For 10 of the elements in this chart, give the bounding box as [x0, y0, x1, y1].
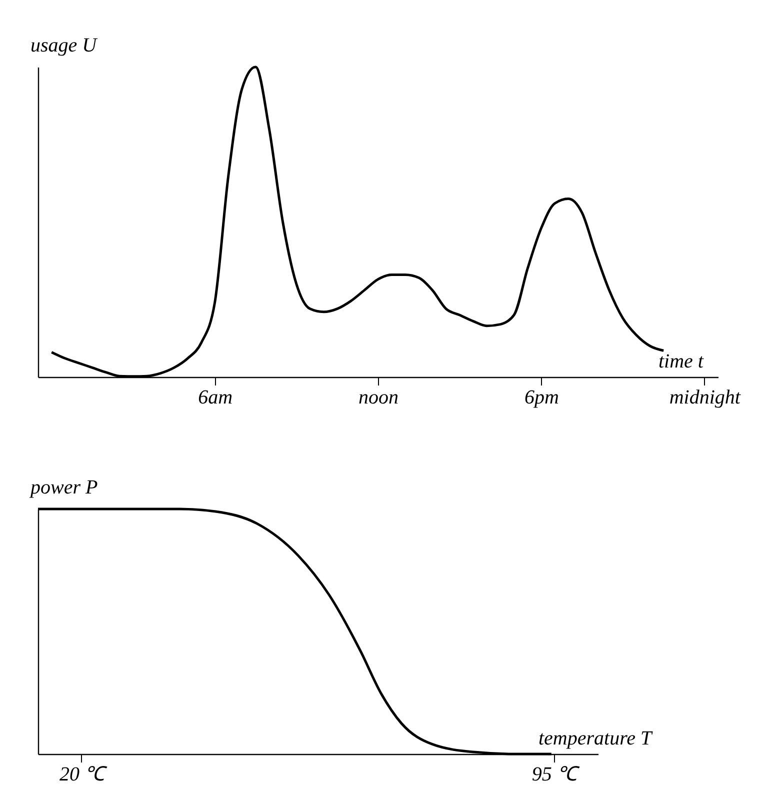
x-tick-label: 20 ℃ — [59, 764, 108, 786]
x-axis-title: temperature T — [538, 728, 654, 750]
x-tick-label: 6am — [198, 386, 233, 408]
x-axis-title: time t — [658, 350, 704, 372]
x-tick-label: 95 ℃ — [532, 764, 580, 786]
y-axis-title: power P — [28, 476, 98, 498]
x-tick-label: noon — [358, 386, 398, 408]
y-axis-title: usage U — [30, 34, 98, 56]
x-tick-label: midnight — [669, 386, 741, 408]
x-tick-label: 6pm — [524, 386, 559, 408]
